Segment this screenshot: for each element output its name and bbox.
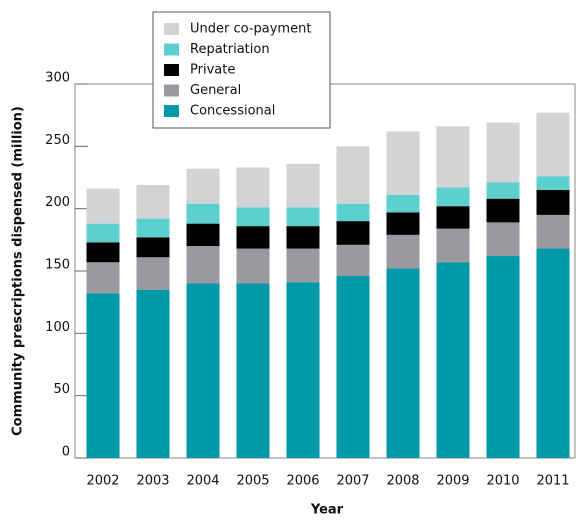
y-tick-label: 50 — [53, 382, 70, 397]
bar-segment — [536, 248, 570, 458]
bar-segment — [536, 176, 570, 190]
bar-segment — [186, 283, 220, 458]
bar-segment — [436, 206, 470, 229]
legend-box — [152, 11, 331, 129]
bar-segment — [286, 248, 320, 283]
bar-segment — [486, 122, 520, 183]
bar-segment — [186, 223, 220, 247]
legend-swatch — [164, 23, 179, 35]
y-tick-label: 250 — [45, 133, 70, 148]
y-tick-label: 100 — [45, 320, 70, 335]
x-tick-label: 2004 — [186, 474, 219, 489]
x-tick-label: 2003 — [136, 474, 169, 489]
bar-segment — [536, 189, 570, 215]
y-tick-label: 150 — [45, 258, 70, 273]
bar-segment — [536, 214, 570, 249]
x-tick-label: 2002 — [86, 474, 119, 489]
bar-segment — [236, 207, 270, 227]
legend-label: Concessional — [190, 104, 275, 119]
bar-segment — [486, 182, 520, 199]
bar-segment — [486, 222, 520, 257]
bar-segment — [436, 262, 470, 458]
bar-segment — [536, 112, 570, 177]
bar-segment — [336, 146, 370, 204]
bar-segment — [436, 228, 470, 263]
x-tick-label: 2009 — [436, 474, 469, 489]
bar-segment — [236, 226, 270, 249]
y-tick-label: 0 — [62, 445, 70, 460]
bar-segment — [286, 207, 320, 227]
bar-segment — [136, 237, 170, 258]
y-tick-label: 300 — [45, 71, 70, 86]
bar-segment — [286, 282, 320, 458]
bar-segment — [86, 223, 120, 243]
y-tick-label: 200 — [45, 195, 70, 210]
bar-segment — [386, 212, 420, 235]
bar-segment — [286, 226, 320, 249]
bar-segment — [336, 244, 370, 276]
x-tick-label: 2005 — [236, 474, 269, 489]
bar-segment — [286, 163, 320, 208]
bar-segment — [186, 168, 220, 204]
x-tick-label: 2007 — [336, 474, 369, 489]
bar-segment — [486, 256, 520, 458]
legend-swatch — [164, 105, 179, 117]
bar-segment — [336, 275, 370, 458]
x-tick-label: 2010 — [486, 474, 519, 489]
legend-label: General — [190, 83, 241, 98]
bar-segment — [386, 234, 420, 269]
bar-segment — [236, 283, 270, 458]
bar-segment — [86, 242, 120, 263]
bar-segment — [336, 203, 370, 222]
legend-swatch — [164, 84, 179, 97]
bar-segment — [86, 262, 120, 294]
bar-segment — [86, 293, 120, 458]
bar-segment — [136, 289, 170, 458]
bar-segment — [136, 218, 170, 238]
legend-label: Under co-payment — [190, 22, 311, 37]
legend-swatch — [164, 64, 179, 76]
bar-segment — [436, 187, 470, 207]
bar-segment — [186, 203, 220, 224]
x-tick-label: 2008 — [386, 474, 419, 489]
bar-segment — [336, 221, 370, 245]
legend-label: Repatriation — [190, 42, 270, 57]
x-axis-title: Year — [310, 503, 344, 518]
bar-segment — [86, 188, 120, 224]
bar-segment — [236, 167, 270, 208]
legend-swatch — [164, 43, 179, 56]
x-tick-label: 2011 — [536, 474, 569, 489]
bar-segment — [486, 198, 520, 223]
bar-segment — [136, 184, 170, 219]
bar-segment — [436, 126, 470, 188]
bar-segment — [236, 248, 270, 284]
x-tick-label: 2006 — [286, 474, 319, 489]
bar-segment — [186, 246, 220, 284]
bar-segment — [386, 268, 420, 458]
bar-segment — [386, 131, 420, 195]
legend-label: Private — [190, 63, 235, 78]
y-axis-title: Community prescriptions dispensed (milli… — [11, 106, 26, 436]
bar-segment — [136, 257, 170, 290]
bar-segment — [386, 194, 420, 213]
